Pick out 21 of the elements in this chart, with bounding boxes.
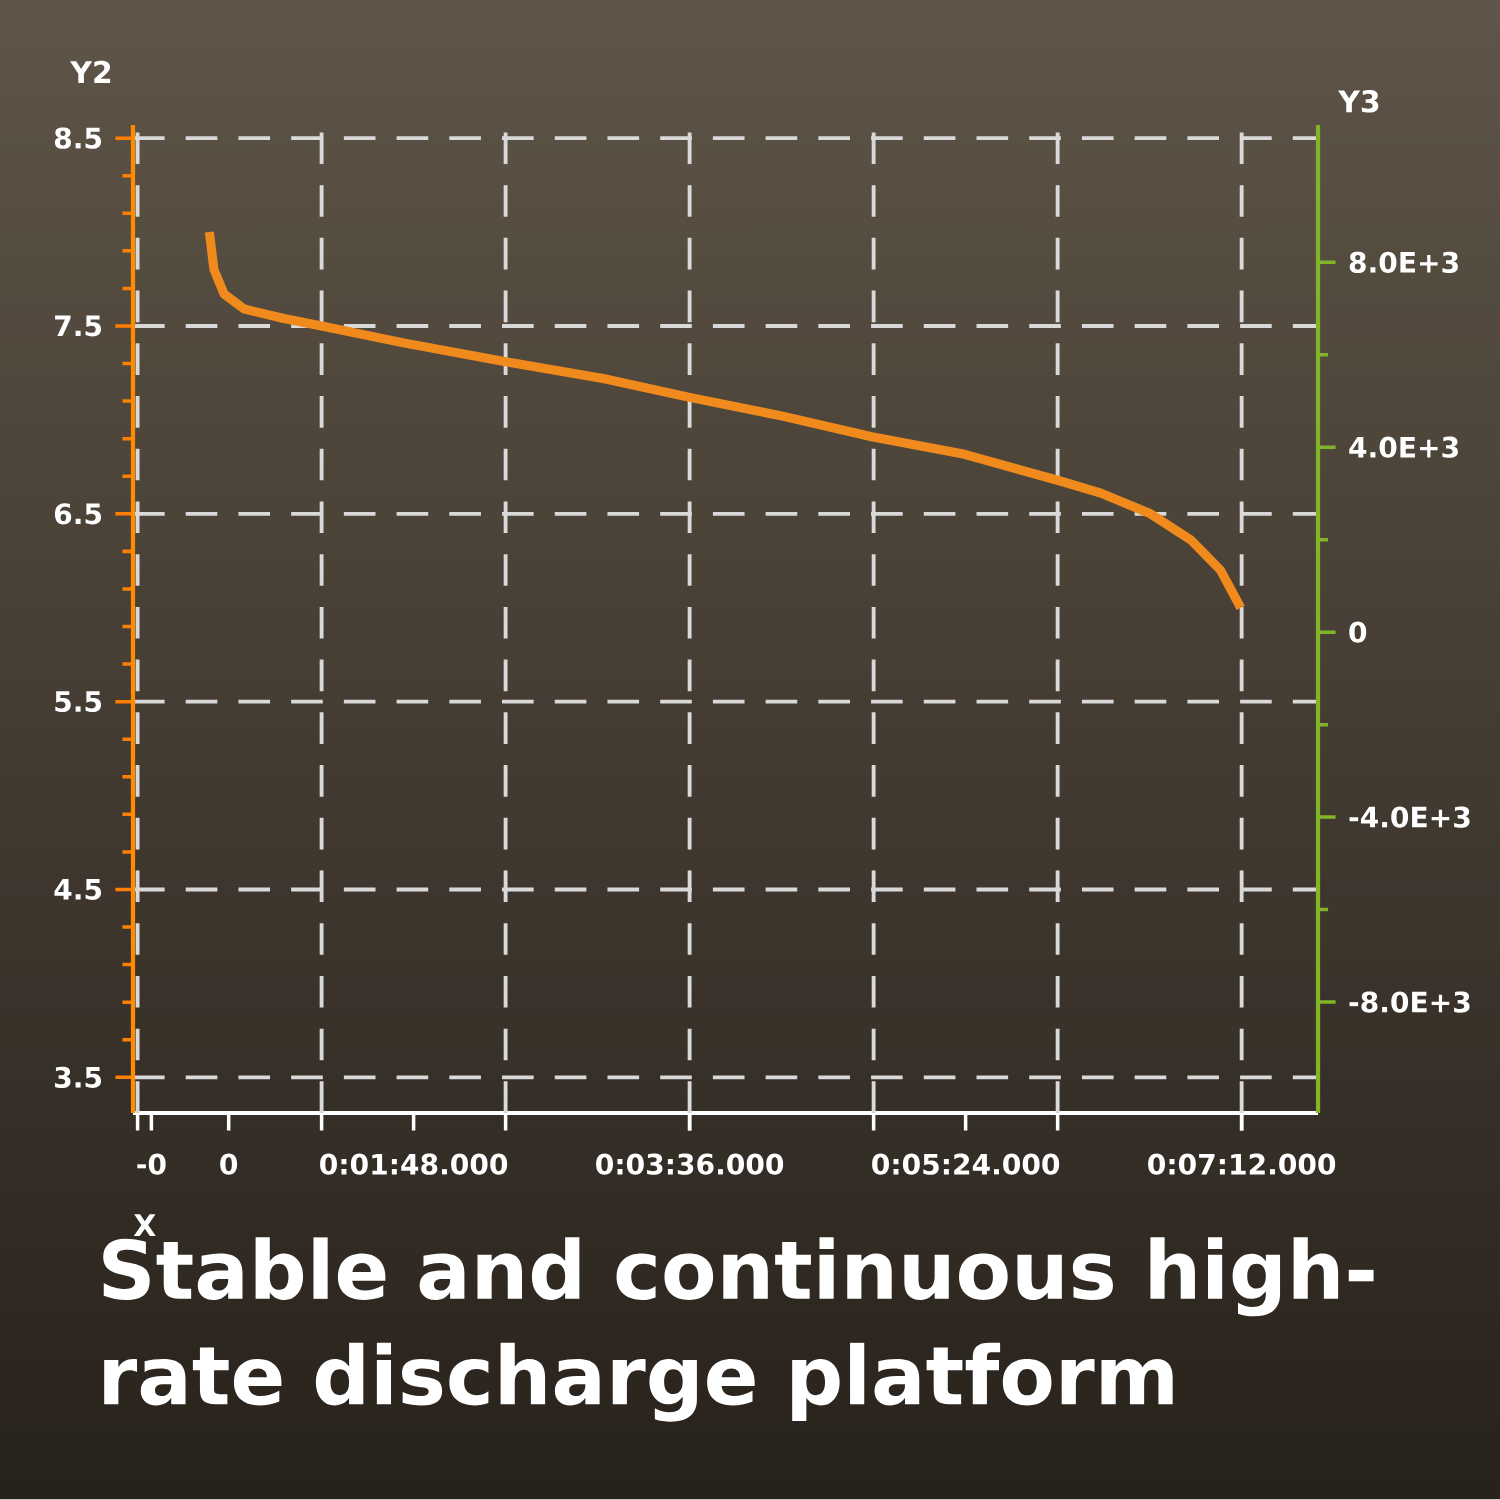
y2-tick-label: 8.0E+3 [1349, 251, 1458, 273]
y-tick-label: 3.5 [55, 1066, 102, 1088]
y-tick-label: 5.5 [55, 691, 102, 713]
x-axis-title: X [133, 1214, 156, 1237]
x-tick-label: -0 [137, 1153, 166, 1175]
y-axis-title: Y2 [70, 60, 111, 83]
y2-tick-label: 4.0E+3 [1349, 436, 1458, 458]
y2-tick-label: -8.0E+3 [1349, 991, 1470, 1013]
y-tick-label: 6.5 [54, 503, 102, 525]
x-tick-label: 0:03:36.000 [596, 1153, 784, 1175]
x-tick-label: 0 [220, 1153, 238, 1175]
y2-tick-label: 0 [1349, 621, 1367, 643]
y2-tick-label: -4.0E+3 [1349, 806, 1470, 828]
y-tick-label: 8.5 [54, 127, 102, 149]
x-tick-label: 0:05:24.000 [872, 1153, 1060, 1175]
y2-axis-title: Y3 [1338, 90, 1379, 113]
y-tick-label: 7.5 [55, 315, 102, 337]
y-tick-label: 4.5 [54, 879, 102, 900]
x-tick-label: 0:07:12.000 [1148, 1153, 1336, 1175]
x-tick-label: 0:01:48.000 [320, 1153, 508, 1175]
text: Stable and continuous high-rate discharge platform [103, 1237, 1374, 1422]
